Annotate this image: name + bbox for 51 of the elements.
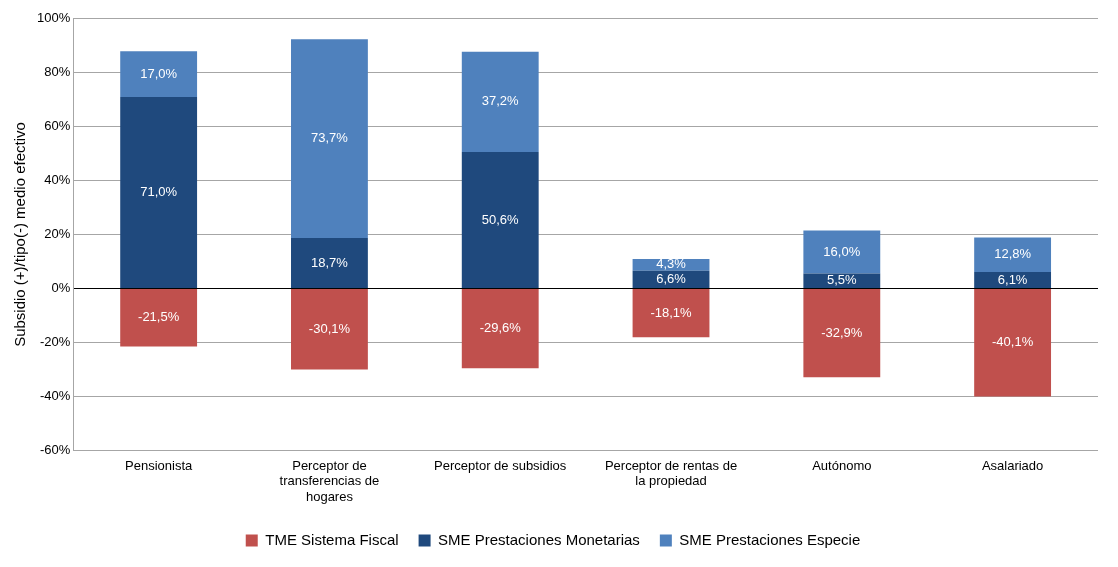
bar [120,51,198,97]
bar [291,238,368,288]
data-label: 37,2% [481,93,520,109]
data-label: -29,6% [479,320,522,336]
bar [120,288,198,347]
data-label: 6,1% [997,271,1028,287]
bar [461,51,539,152]
x-tick-label: Perceptor de rentas de la propiedad [604,457,738,489]
data-label: 16,0% [823,243,861,259]
bar [632,288,710,338]
legend-label: SME Prestaciones Monetarias [438,530,640,548]
y-axis-title: Subsidio (+)/tipo(-) medio efectivo [11,122,29,347]
data-label: 12,8% [994,246,1032,262]
data-label: -21,5% [138,309,180,325]
legend-label: SME Prestaciones Especie [679,530,861,548]
data-label: 6,6% [656,270,687,286]
data-label: -18,1% [650,304,693,320]
data-label: 18,7% [311,254,349,270]
bar [120,96,198,288]
y-tick-label: -60% [39,441,71,457]
bar [291,288,368,370]
y-tick-label: 40% [44,172,71,188]
bar [291,39,368,239]
x-tick-label: Perceptor de transferencias de hogares [279,457,380,504]
y-tick-label: -40% [39,387,71,403]
bar [803,230,881,274]
y-tick-label: 100% [37,10,71,26]
legend-label: TME Sistema Fiscal [265,530,399,548]
y-tick-label: 60% [44,118,71,134]
data-label: 4,3% [656,256,687,272]
data-label: -40,1% [992,334,1034,350]
bar [974,288,1052,397]
x-tick-label: Perceptor de subsidios [434,457,567,473]
bar [461,152,539,288]
y-tick-label: 20% [44,226,71,242]
data-label: -32,9% [821,324,863,340]
data-label: 5,5% [826,272,858,288]
x-tick-label: Pensionista [125,457,194,473]
bar [461,288,539,369]
data-label: -30,1% [308,320,351,336]
data-label: 73,7% [311,130,349,146]
data-label: 17,0% [140,65,178,81]
data-label: 71,0% [140,184,178,200]
y-tick-label: 80% [44,64,71,80]
x-tick-label: Asalariado [981,457,1044,473]
y-tick-label: -20% [39,333,71,349]
bar [974,237,1052,272]
data-label: 50,6% [481,211,520,227]
bar [803,288,881,378]
x-tick-label: Autónomo [812,457,872,473]
y-tick-label: 0% [51,280,71,295]
